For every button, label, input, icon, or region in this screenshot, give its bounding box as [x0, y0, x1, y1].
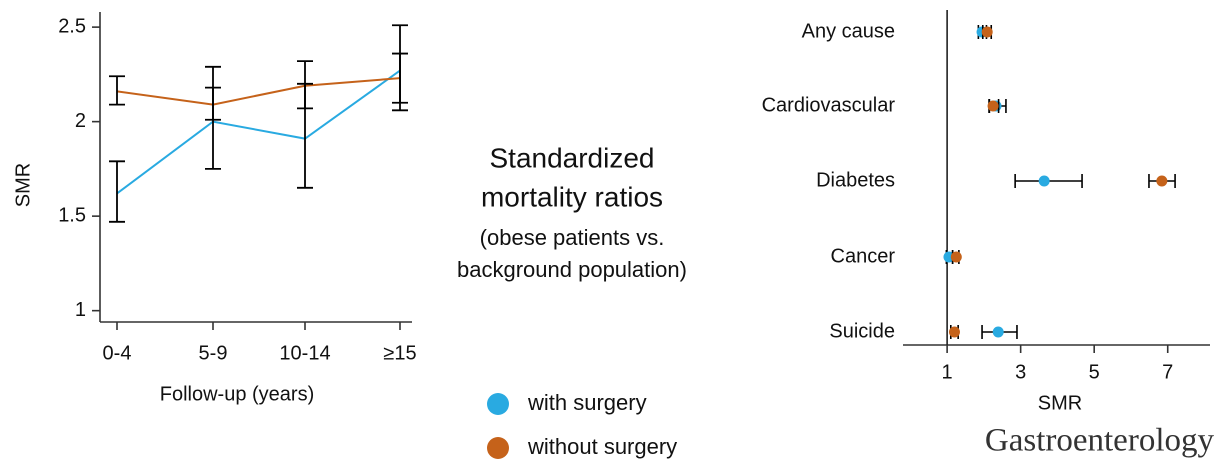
category-label: Suicide: [829, 320, 895, 342]
title-line: mortality ratios: [481, 181, 663, 212]
point: [992, 326, 1004, 338]
error-bar: [205, 86, 221, 121]
legend-marker: [487, 437, 509, 459]
y-tick-label: 2.5: [58, 15, 86, 37]
category-label: Any cause: [802, 20, 895, 42]
category-label: Cardiovascular: [762, 94, 896, 116]
point: [1156, 175, 1168, 187]
x-axis-label: Follow-up (years): [160, 383, 314, 405]
x-tick-label: 3: [1015, 361, 1026, 383]
legend-label: without surgery: [527, 434, 677, 459]
x-tick-label: 0-4: [103, 342, 132, 364]
point: [1038, 175, 1050, 187]
series-line: [116, 69, 401, 195]
y-tick-label: 1: [75, 299, 86, 321]
x-tick-label: 10-14: [279, 342, 330, 364]
error-bar: [297, 60, 313, 110]
y-tick-label: 2: [75, 110, 86, 132]
x-tick-label: 5: [1089, 361, 1100, 383]
error-bar: [392, 52, 408, 104]
y-tick-label: 1.5: [58, 204, 86, 226]
subtitle-line: (obese patients vs.: [480, 225, 665, 250]
category-label: Diabetes: [816, 169, 895, 191]
legend-label: with surgery: [527, 390, 647, 415]
error-bar: [109, 75, 125, 106]
error-bar: [109, 160, 125, 223]
point: [950, 251, 962, 263]
y-axis-label: SMR: [12, 163, 34, 207]
series-line: [116, 77, 401, 106]
x-tick-label: ≥15: [383, 342, 416, 364]
x-axis-label: SMR: [1038, 392, 1082, 414]
point: [987, 100, 999, 112]
x-tick-label: 1: [942, 361, 953, 383]
x-tick-label: 7: [1162, 361, 1173, 383]
point: [948, 326, 960, 338]
point: [981, 26, 993, 38]
legend-marker: [487, 393, 509, 415]
x-tick-label: 5-9: [199, 342, 228, 364]
subtitle-line: background population): [457, 257, 687, 282]
title-line: Standardized: [489, 142, 654, 173]
journal-name: Gastroenterology: [985, 423, 1215, 459]
category-label: Cancer: [831, 245, 896, 267]
